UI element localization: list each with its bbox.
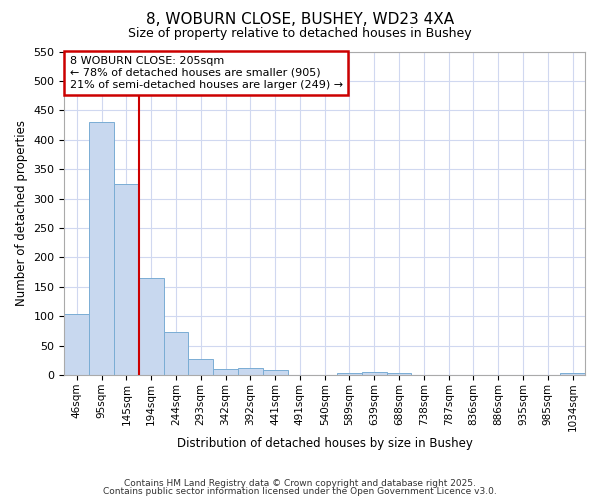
Text: Contains public sector information licensed under the Open Government Licence v3: Contains public sector information licen… — [103, 487, 497, 496]
Bar — [64, 314, 89, 375]
Bar — [362, 372, 386, 375]
Y-axis label: Number of detached properties: Number of detached properties — [15, 120, 28, 306]
Text: Contains HM Land Registry data © Crown copyright and database right 2025.: Contains HM Land Registry data © Crown c… — [124, 478, 476, 488]
Bar — [139, 278, 164, 375]
Text: 8 WOBURN CLOSE: 205sqm
← 78% of detached houses are smaller (905)
21% of semi-de: 8 WOBURN CLOSE: 205sqm ← 78% of detached… — [70, 56, 343, 90]
Bar — [238, 368, 263, 375]
Bar — [560, 373, 585, 375]
Bar — [89, 122, 114, 375]
Bar — [386, 374, 412, 375]
Bar — [337, 373, 362, 375]
Bar — [263, 370, 287, 375]
Bar — [114, 184, 139, 375]
Bar — [213, 368, 238, 375]
Text: Size of property relative to detached houses in Bushey: Size of property relative to detached ho… — [128, 28, 472, 40]
Bar — [188, 358, 213, 375]
Bar — [164, 332, 188, 375]
Bar — [287, 374, 313, 375]
Text: 8, WOBURN CLOSE, BUSHEY, WD23 4XA: 8, WOBURN CLOSE, BUSHEY, WD23 4XA — [146, 12, 454, 28]
X-axis label: Distribution of detached houses by size in Bushey: Distribution of detached houses by size … — [177, 437, 473, 450]
